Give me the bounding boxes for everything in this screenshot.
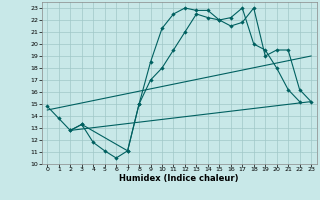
X-axis label: Humidex (Indice chaleur): Humidex (Indice chaleur) [119,174,239,183]
